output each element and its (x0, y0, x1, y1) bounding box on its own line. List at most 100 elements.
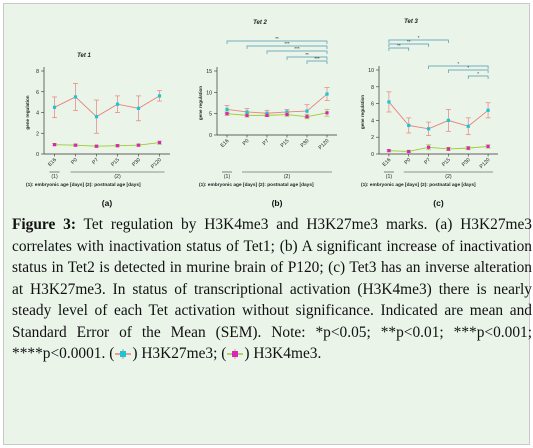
panel-c-xtick-label: P0 (403, 157, 412, 166)
panel-c-ytick-label: 2 (371, 135, 374, 141)
panel-b-xtick-label: P7 (262, 138, 271, 147)
panel-b-sig-bracket (306, 60, 328, 64)
panel-b-group-1-label: (1) (224, 174, 231, 180)
panel-b-xtick-label: P15 (280, 138, 291, 149)
panel-b-group-2-label: (2) (284, 174, 291, 180)
panel-a-xtick-label: E16 (47, 157, 58, 168)
caption-label: Figure 3: (12, 216, 76, 233)
panel-c-sig-label: * (457, 61, 459, 66)
panel-c-h3k4me3-point (486, 144, 490, 149)
panel-b-h3k4me3-point (225, 112, 229, 116)
panel-c-h3k27me3-point (407, 123, 411, 128)
panel-c-sig-bracket (388, 43, 429, 47)
panel-b-xtick-label: P30 (300, 138, 311, 149)
panel-b-h3k4me3-line (226, 112, 328, 118)
panel-c-h3k27me3-point (426, 127, 431, 131)
panel-b-sig-label: ** (275, 36, 279, 41)
panel-c-h3k4me3-point (407, 149, 411, 154)
legend-open: ( (109, 345, 115, 362)
panel-c-sig-bracket (467, 75, 489, 79)
panel-c-h3k4me3-point (426, 145, 431, 149)
panel-c-h3k27me3-point (486, 108, 490, 112)
legend-h3k27me3-text: ) H3K27me3; ( (132, 345, 227, 362)
panel-b-h3k4me3-point (305, 115, 309, 119)
panel-b-sig-label: *** (294, 46, 300, 51)
panel-b-h3k4me3-point (265, 113, 269, 117)
panel-c-xtick-label: P30 (461, 157, 472, 168)
panel-c-h3k27me3-point (466, 124, 470, 128)
panel-b-h3k27me3-line (226, 93, 328, 114)
panel-c-group-2-label: (2) (445, 174, 452, 180)
panel-b-sig-bracket (246, 45, 328, 49)
panel-b-h3k27me3-point (325, 92, 329, 96)
panel-c-ylabel: gene regulation (360, 95, 365, 129)
panel-a-xtick-label: P15 (110, 157, 121, 168)
panel-b-sig-label: *** (284, 41, 290, 46)
panel-b-xtick-label: E16 (220, 138, 231, 149)
panel-b-xtick-label: P120 (318, 138, 331, 151)
panel-a-h3k4me3-line (54, 142, 160, 147)
panel-c-sig-bracket (388, 39, 449, 43)
panel-b-sig-label: *** (314, 56, 320, 61)
panel-b-ytick-label: 10 (206, 90, 212, 96)
panel-a-ytick-label: 2 (36, 131, 39, 137)
panel-c-sig-bracket (428, 65, 489, 69)
panel-b-xtick-label: P0 (242, 138, 251, 147)
panel-c-sig-label: ** (397, 43, 401, 48)
panel-c-h3k27me3-point (387, 100, 391, 104)
panel-b-footnote: (1): embryonic age [days] (2): postnatal… (199, 182, 314, 188)
panel-b-sig-bracket (226, 40, 328, 44)
panel-a-ytick-label: 8 (36, 69, 39, 75)
panel-a-xtick-label: P30 (131, 157, 142, 168)
panel-b-title: Tet 2 (253, 20, 267, 26)
panel-a-h3k4me3-point (73, 143, 78, 147)
panel-c-group-1-label: (1) (386, 174, 393, 180)
panel-b-h3k27me3-point (245, 110, 249, 114)
panel-b-h3k4me3-point (325, 111, 329, 115)
panel-c-h3k4me3-point (446, 147, 451, 151)
panel-a-group-2-label: (2) (114, 174, 121, 180)
figure-frame: Tet 1 0 2 4 6 8 gene regulation E16 P0 P7 P15 P30 P1… (3, 3, 532, 445)
panel-a-h3k27me3-line (54, 95, 160, 118)
panel-a-ytick-label: 4 (36, 111, 39, 117)
panel-a-h3k27me3-point (157, 94, 162, 98)
panel-a-ytick-label: 0 (36, 152, 39, 158)
panel-b-h3k4me3-point (285, 112, 289, 117)
panel-c-xtick-label: P15 (441, 157, 452, 168)
panel-b-h3k27me3-point (285, 110, 289, 114)
panel-c-footnote: (1): embryonic age [days] (2): postnatal… (361, 182, 476, 188)
panel-a-xtick-label: P7 (91, 157, 100, 166)
panel-c-xtick-label: P120 (479, 157, 492, 170)
panel-b-ytick-label: 15 (206, 69, 212, 75)
panel-c-ytick-label: 6 (371, 102, 374, 108)
panel-a-h3k4me3-point (94, 144, 99, 148)
figure-caption: Figure 3: Tet regulation by H3K4me3 and … (12, 214, 532, 365)
panel-c-h3k4me3-point (387, 149, 391, 153)
panel-a-letter: (a) (102, 198, 113, 208)
panel-c-xtick-label: P7 (423, 157, 432, 166)
panel-b-ytick-label: 0 (209, 133, 212, 139)
legend-h3k4me3-swatch (227, 349, 244, 360)
panel-c-h3k27me3-line (388, 101, 489, 130)
panel-a-title: Tet 1 (77, 53, 91, 59)
panel-a-h3k4me3-point (52, 143, 57, 147)
panel-c-sig-bracket (388, 47, 410, 51)
charts-area: Tet 1 0 2 4 6 8 gene regulation E16 P0 P7 P15 P30 P1… (25, 19, 498, 208)
panel-b-ylabel: gene regulation (198, 86, 203, 120)
panel-a-h3k4me3-point (115, 144, 120, 148)
panel-c-sig-bracket (448, 69, 489, 73)
panel-a-ytick-label: 6 (36, 90, 39, 96)
legend-h3k27me3-swatch (115, 349, 132, 360)
panel-a-h3k27me3-point (115, 102, 120, 106)
panel-c-sig-label: * (477, 71, 479, 76)
panel-c-sig-label: ** (407, 39, 411, 44)
panel-b-h3k4me3-point (245, 113, 249, 117)
panel-a-ylabel: gene regulation (25, 95, 30, 129)
panel-b-h3k27me3-point (225, 107, 229, 111)
panel-a-h3k27me3-point (94, 115, 99, 119)
panel-a-h3k27me3-point (136, 106, 141, 110)
panel-c-title: Tet 3 (404, 19, 418, 25)
panel-c-h3k4me3-point (466, 146, 470, 150)
panel-c-sig-label: * (418, 35, 420, 40)
panel-a-h3k4me3-point (157, 140, 162, 145)
